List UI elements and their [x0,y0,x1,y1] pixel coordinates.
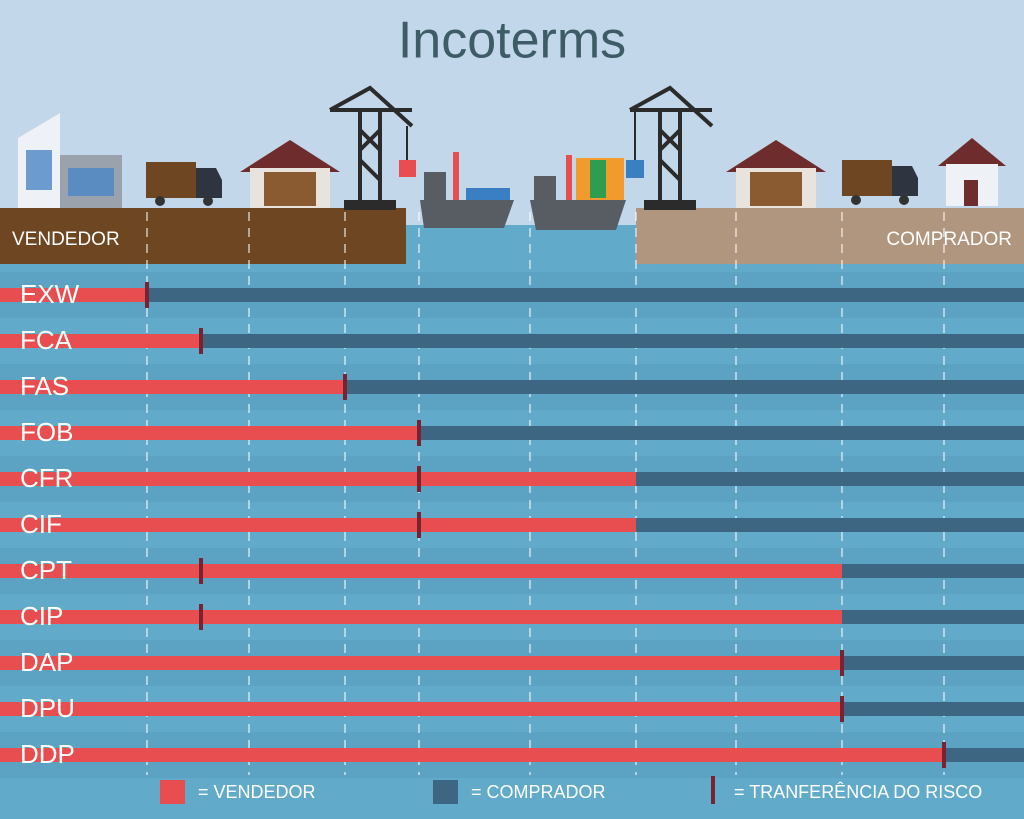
risk-marker [840,650,844,676]
ship-left [420,152,514,228]
buyer-bar [0,334,1024,348]
risk-marker [417,512,421,538]
title: Incoterms [398,12,626,70]
buyer-label: COMPRADOR [886,229,1012,250]
seller-bar [0,334,201,348]
buyer-bar [0,288,1024,302]
seller-bar [0,426,419,440]
seller-bar [0,472,636,486]
legend-risk: = TRANFERÊNCIA DO RISCO [734,782,982,802]
seller-bar [0,380,345,394]
legend-buyer-swatch [433,780,458,804]
house [938,138,1006,206]
buyer-ground [636,208,1024,264]
incoterm-label: CIF [20,509,62,539]
truck-left [146,162,222,206]
factory [18,113,122,208]
risk-marker [343,374,347,400]
legend: = VENDEDOR = COMPRADOR = TRANFERÊNCIA DO… [160,776,982,804]
risk-marker [199,558,203,584]
incoterm-label: EXW [20,279,80,309]
incoterm-label: CFR [20,463,73,493]
seller-bar [0,518,636,532]
incoterm-label: DPU [20,693,75,723]
risk-marker [840,696,844,722]
risk-marker [942,742,946,768]
warehouse-right [726,140,826,208]
truck-right [842,160,918,205]
crane-right [629,85,714,210]
seller-bar [0,748,944,762]
seller-bar [0,702,842,716]
ship-right [530,155,626,230]
seller-bar [0,288,147,302]
legend-seller: = VENDEDOR [198,782,316,802]
risk-marker [145,282,149,308]
legend-seller-swatch [160,780,185,804]
incoterm-label: DDP [20,739,75,769]
risk-marker [199,328,203,354]
incoterm-label: CIP [20,601,63,631]
container-blue [626,160,644,178]
incoterm-label: FAS [20,371,69,401]
warehouse-left [240,140,340,208]
risk-marker [417,420,421,446]
risk-marker [417,466,421,492]
container [399,160,416,177]
legend-risk-swatch [711,776,715,804]
incoterm-label: FCA [20,325,73,355]
seller-bar [0,656,842,670]
seller-label: VENDEDOR [12,229,120,250]
incoterm-label: FOB [20,417,73,447]
risk-marker [199,604,203,630]
seller-bar [0,564,842,578]
incoterm-label: CPT [20,555,72,585]
incoterm-label: DAP [20,647,73,677]
crane-left [329,85,414,210]
seller-ground [0,208,406,264]
seller-bar [0,610,842,624]
legend-buyer: = COMPRADOR [471,782,606,802]
